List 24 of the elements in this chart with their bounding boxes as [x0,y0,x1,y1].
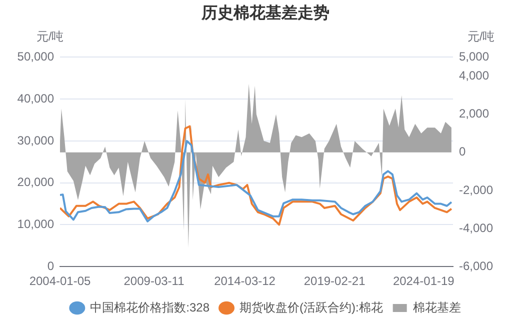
y2-tick-label: -2,000 [459,182,494,197]
y-tick-label: 20,000 [17,175,54,190]
y-tick-label: 30,000 [17,133,54,148]
y2-axis-title: 元/吨 [467,30,495,44]
y-tick-label: 10,000 [17,217,54,232]
y-axis-title: 元/吨 [36,30,64,44]
y2-tick-label: -4,000 [459,220,494,235]
chart-title: 历史棉花基差走势 [200,4,330,22]
y-tick-label: 50,000 [17,50,54,64]
y-tick-label: 40,000 [17,91,54,106]
legend-label: 期货收盘价(活跃合约):棉花 [240,300,383,314]
x-tick-label: 2004-01-05 [29,274,92,288]
x-tick-label: 2024-01-19 [392,274,455,288]
y2-tick-label: 0 [459,144,466,159]
x-tick-label: 2014-03-12 [214,274,276,288]
x-tick-label: 2009-03-11 [124,274,185,288]
y2-tick-label: 2,000 [459,106,490,121]
legend-label: 棉花基差 [412,300,461,314]
y2-tick-label: 5,000 [459,50,490,64]
legend-label: 中国棉花价格指数:328 [90,300,210,314]
x-tick-label: 2019-02-21 [304,274,366,288]
y2-tick-label: -6,000 [459,258,494,273]
y2-tick-label: 4,000 [459,68,490,83]
y-tick-label: 0 [47,258,54,273]
